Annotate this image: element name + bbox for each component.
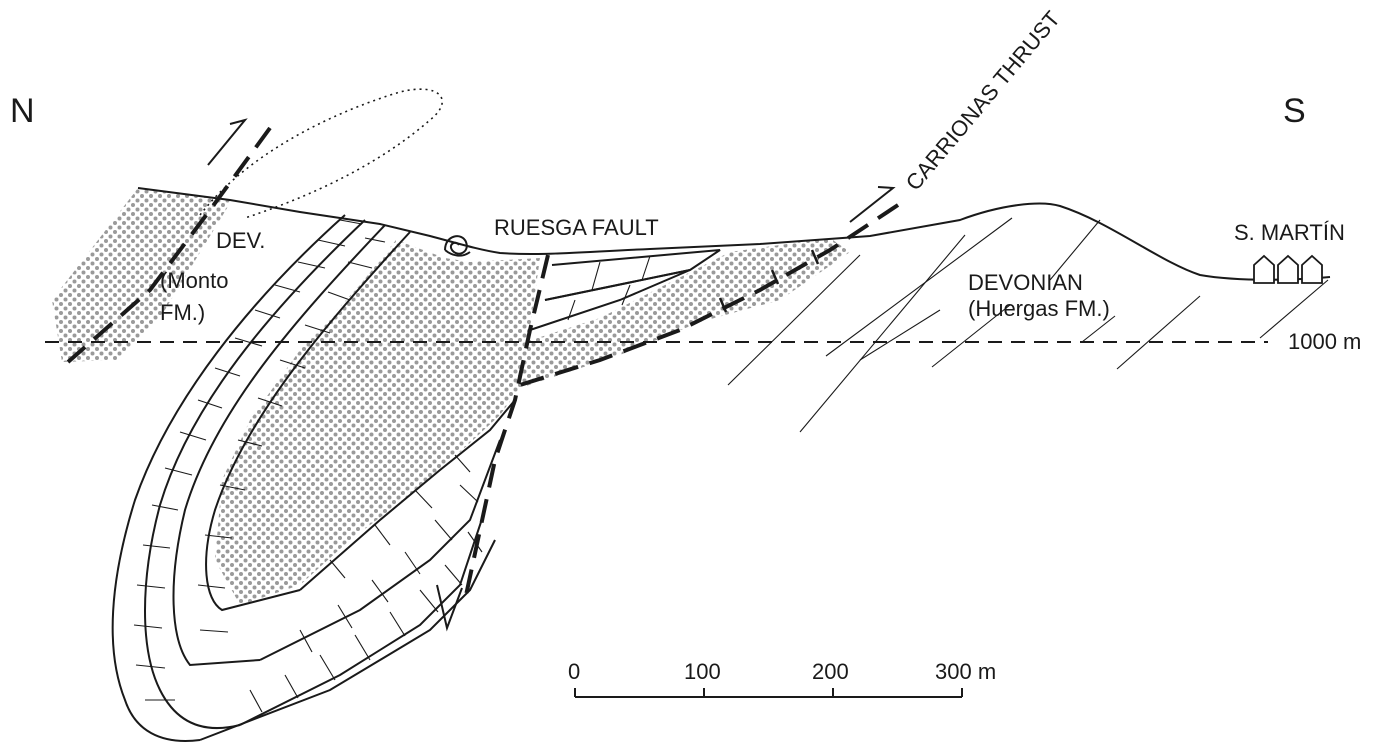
half-arrow-thrust (849, 186, 896, 223)
devonian-hatching (727, 217, 1329, 433)
fold-limb-lower-3 (259, 439, 501, 661)
north-label: N (10, 92, 35, 130)
fold-band-outer (111, 214, 346, 742)
north-fault-line (66, 126, 272, 364)
devonian-label-line1: DEVONIAN (968, 270, 1083, 295)
scale-tick-100: 100 (684, 659, 721, 684)
slab-ticks (567, 255, 651, 321)
datum-label: 1000 m (1288, 329, 1361, 354)
topographic-surface (137, 187, 1331, 281)
thrust-ticks (718, 249, 820, 313)
stippled-wedge-north (52, 188, 232, 362)
fold-limb-lower (199, 539, 496, 741)
monto-label-line2: FM.) (160, 300, 205, 325)
thrust-slab-lower (529, 269, 691, 331)
half-arrow-north (207, 118, 248, 166)
stippled-thrust-sheet (520, 238, 850, 388)
devonian-label-line2: (Huergas FM.) (968, 296, 1110, 321)
village-label: S. MARTÍN (1234, 220, 1345, 245)
village-houses-icon (1253, 254, 1323, 284)
fold-band-2 (144, 219, 366, 730)
carrionas-thrust-label: CARRIONAS THRUST (901, 6, 1065, 195)
fold-limb-lower-2 (239, 509, 486, 726)
ruesga-fault-line (463, 254, 550, 601)
scale-tick-300: 300 m (935, 659, 996, 684)
ruesga-fault-label: RUESGA FAULT (494, 215, 659, 240)
eroded-fold-trace (199, 88, 443, 219)
fold-band-3 (172, 224, 386, 667)
scale-tick-0: 0 (568, 659, 580, 684)
scale-bar (574, 688, 963, 698)
ammonite-fossil-icon (444, 235, 471, 257)
stippled-fold-core (215, 240, 540, 605)
fold-band-4 (205, 231, 411, 612)
south-label: S (1283, 92, 1306, 130)
limestone-ticks (133, 219, 483, 713)
scale-tick-200: 200 (812, 659, 849, 684)
half-arrow-fault (436, 584, 463, 632)
monto-label-line1: (Monto (160, 268, 228, 293)
fold-limb-lower-4 (299, 399, 516, 591)
dev-label: DEV. (216, 228, 265, 253)
